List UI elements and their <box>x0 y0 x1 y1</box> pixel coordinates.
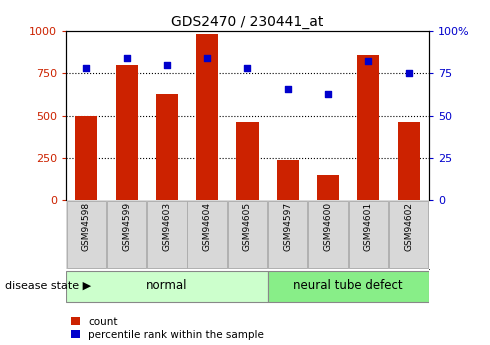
Point <box>244 66 251 71</box>
Point <box>203 55 211 61</box>
Bar <box>236 122 259 200</box>
Bar <box>67 201 106 268</box>
Point <box>365 59 372 64</box>
Bar <box>268 201 308 268</box>
Point <box>122 55 130 61</box>
Bar <box>308 201 348 268</box>
Text: GSM94603: GSM94603 <box>162 202 171 251</box>
Point <box>284 86 292 91</box>
Bar <box>357 55 379 200</box>
Bar <box>268 271 429 302</box>
Bar <box>317 175 339 200</box>
Text: neural tube defect: neural tube defect <box>294 279 403 292</box>
Text: GSM94598: GSM94598 <box>82 202 91 251</box>
Text: GSM94605: GSM94605 <box>243 202 252 251</box>
Bar <box>389 201 428 268</box>
Text: GSM94597: GSM94597 <box>283 202 292 251</box>
Bar <box>147 201 187 268</box>
Legend: count, percentile rank within the sample: count, percentile rank within the sample <box>72 317 264 340</box>
Point <box>324 91 332 96</box>
Bar <box>277 159 299 200</box>
Bar <box>196 34 218 200</box>
Text: GSM94599: GSM94599 <box>122 202 131 251</box>
Bar <box>228 201 267 268</box>
Text: GSM94600: GSM94600 <box>323 202 333 251</box>
Title: GDS2470 / 230441_at: GDS2470 / 230441_at <box>172 14 323 29</box>
Bar <box>66 271 268 302</box>
Text: disease state ▶: disease state ▶ <box>5 281 91 290</box>
Text: GSM94602: GSM94602 <box>404 202 413 251</box>
Bar <box>397 122 419 200</box>
Text: GSM94604: GSM94604 <box>203 202 212 251</box>
Text: GSM94601: GSM94601 <box>364 202 373 251</box>
Point <box>163 62 171 68</box>
Bar <box>116 65 138 200</box>
Bar <box>156 93 178 200</box>
Bar <box>187 201 227 268</box>
Bar <box>107 201 147 268</box>
Text: normal: normal <box>146 279 188 292</box>
Bar <box>348 201 388 268</box>
Point <box>82 66 90 71</box>
Point <box>405 71 413 76</box>
Bar <box>75 116 98 200</box>
